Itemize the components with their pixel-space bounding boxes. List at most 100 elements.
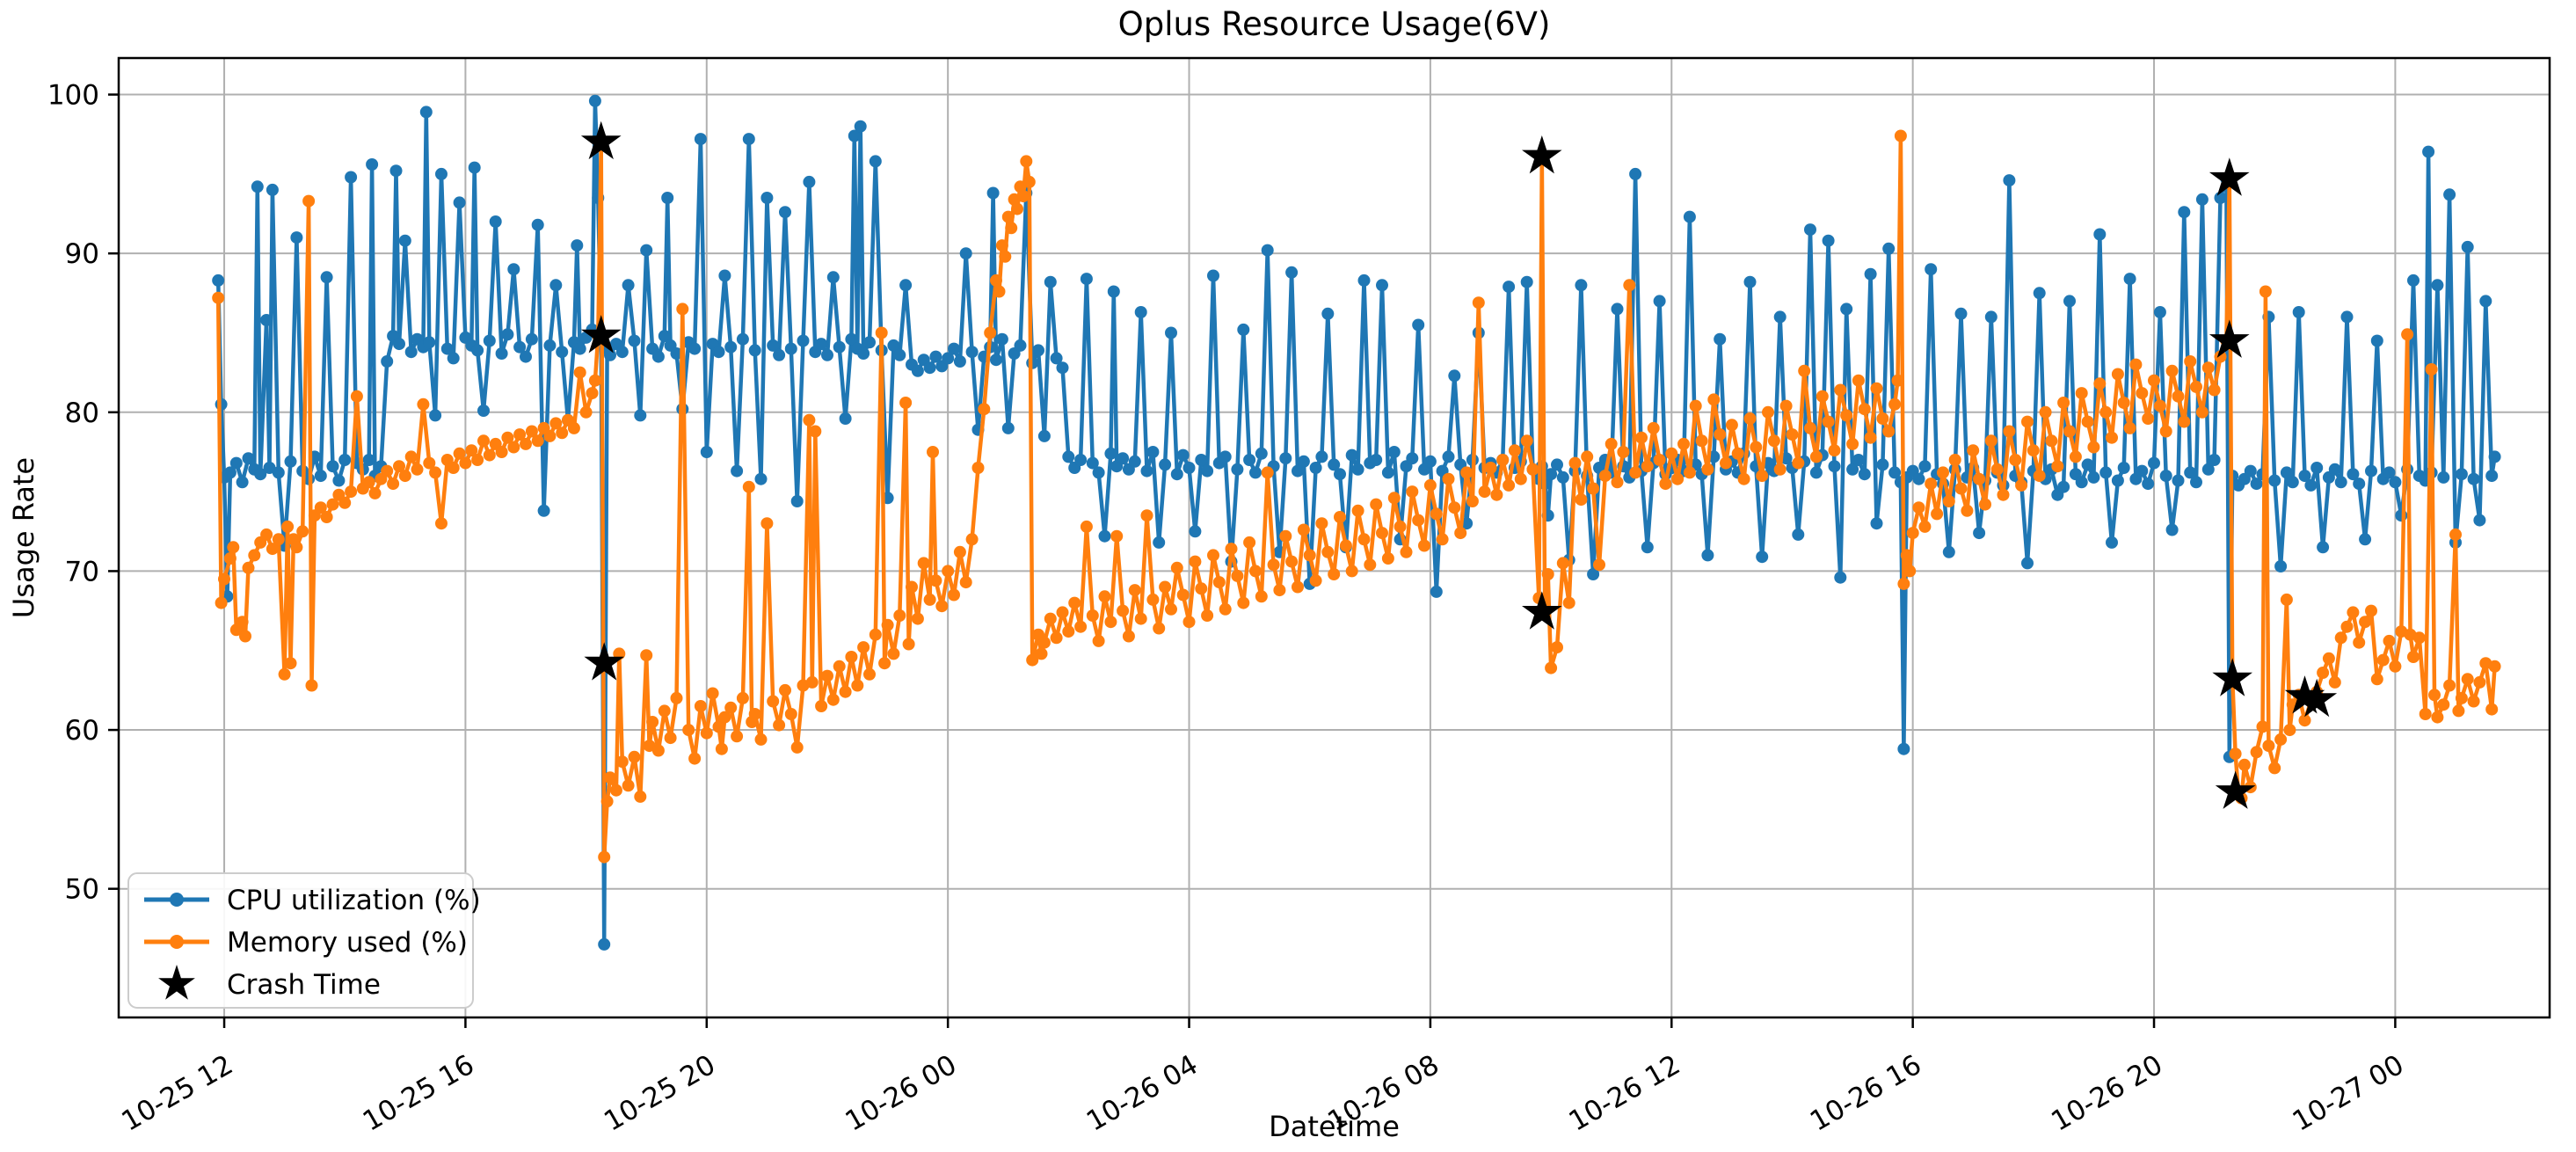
- data-point: [2340, 620, 2354, 633]
- data-point: [2298, 714, 2311, 727]
- data-point: [520, 437, 532, 450]
- data-point: [588, 94, 601, 107]
- data-point: [615, 346, 629, 359]
- data-point: [2099, 405, 2113, 419]
- data-point: [718, 269, 731, 282]
- data-point: [2365, 604, 2377, 617]
- data-point: [1701, 463, 1714, 476]
- crash-star-icon: [2296, 678, 2338, 718]
- data-point: [2370, 673, 2383, 686]
- data-point: [990, 273, 1002, 287]
- data-point: [1611, 476, 1624, 489]
- data-point: [260, 528, 273, 541]
- data-point: [1756, 470, 1769, 483]
- data-point: [1514, 472, 1527, 485]
- data-point: [447, 462, 460, 474]
- data-point: [1189, 555, 1202, 568]
- data-point: [748, 708, 761, 720]
- data-point: [284, 657, 297, 670]
- data-point: [2093, 377, 2107, 390]
- data-point: [712, 720, 725, 733]
- data-point: [1677, 437, 1690, 450]
- data-point: [731, 730, 744, 743]
- data-point: [2159, 425, 2172, 438]
- data-point: [1894, 129, 1907, 142]
- data-point: [1466, 495, 1479, 507]
- data-point: [218, 572, 230, 586]
- data-point: [1846, 463, 1859, 476]
- data-point: [2419, 708, 2432, 720]
- data-point: [1014, 180, 1027, 193]
- data-point: [1098, 590, 1111, 603]
- data-point: [1665, 447, 1678, 460]
- data-point: [2201, 463, 2215, 476]
- data-point: [1743, 275, 1757, 288]
- data-point: [2485, 470, 2499, 483]
- data-point: [1773, 463, 1786, 476]
- data-point: [1828, 444, 1841, 457]
- data-point: [381, 355, 394, 368]
- data-point: [724, 340, 738, 354]
- data-point: [1906, 527, 1919, 540]
- data-point: [2256, 720, 2269, 733]
- data-point: [1273, 584, 1286, 597]
- data-point: [465, 444, 478, 457]
- data-point: [2165, 523, 2179, 536]
- data-point: [754, 472, 768, 485]
- data-point: [942, 565, 955, 578]
- data-point: [869, 155, 882, 168]
- data-point: [489, 215, 502, 228]
- data-point: [1731, 447, 1744, 460]
- data-point: [1201, 464, 1214, 478]
- data-point: [507, 263, 520, 276]
- data-point: [1146, 446, 1160, 458]
- data-point: [2063, 425, 2076, 438]
- data-point: [1022, 175, 1036, 188]
- data-point: [2184, 355, 2197, 368]
- data-point: [1900, 549, 1913, 562]
- data-point: [1545, 468, 1558, 481]
- crash-star-icon: [2209, 157, 2250, 196]
- data-point: [833, 660, 846, 673]
- data-point: [1231, 569, 1244, 582]
- data-point: [447, 352, 460, 365]
- data-point: [1237, 596, 1250, 609]
- data-point: [1153, 536, 1166, 549]
- data-point: [1918, 460, 1932, 473]
- data-point: [1430, 507, 1443, 521]
- data-point: [2412, 631, 2426, 645]
- data-point: [906, 580, 918, 594]
- data-point: [2461, 240, 2474, 253]
- data-point: [826, 271, 840, 284]
- data-point: [2334, 631, 2347, 645]
- data-point: [773, 348, 786, 361]
- y-tick-label: 80: [65, 397, 99, 429]
- data-point: [2111, 474, 2124, 487]
- data-point: [1852, 374, 1865, 387]
- data-point: [2208, 454, 2221, 466]
- data-point: [1882, 425, 1896, 438]
- data-point: [1255, 447, 1268, 460]
- data-point: [1779, 399, 1793, 412]
- data-point: [848, 129, 861, 142]
- data-point: [948, 342, 960, 355]
- data-point: [362, 476, 375, 489]
- data-point: [1773, 310, 1786, 324]
- data-point: [314, 470, 327, 483]
- data-point: [1122, 630, 1135, 643]
- data-point: [284, 455, 297, 468]
- data-point: [1309, 574, 1322, 587]
- data-point: [2003, 425, 2016, 438]
- data-point: [571, 239, 584, 252]
- data-point: [2359, 616, 2372, 629]
- data-point: [978, 403, 991, 416]
- data-point: [948, 588, 960, 602]
- data-point: [1786, 428, 1799, 441]
- chart-title: Oplus Resource Usage(6V): [1118, 5, 1551, 43]
- data-point: [543, 429, 557, 442]
- data-point: [694, 133, 707, 146]
- data-point: [899, 279, 913, 292]
- data-point: [1912, 472, 1925, 485]
- data-point: [471, 454, 484, 466]
- data-point: [2136, 464, 2149, 478]
